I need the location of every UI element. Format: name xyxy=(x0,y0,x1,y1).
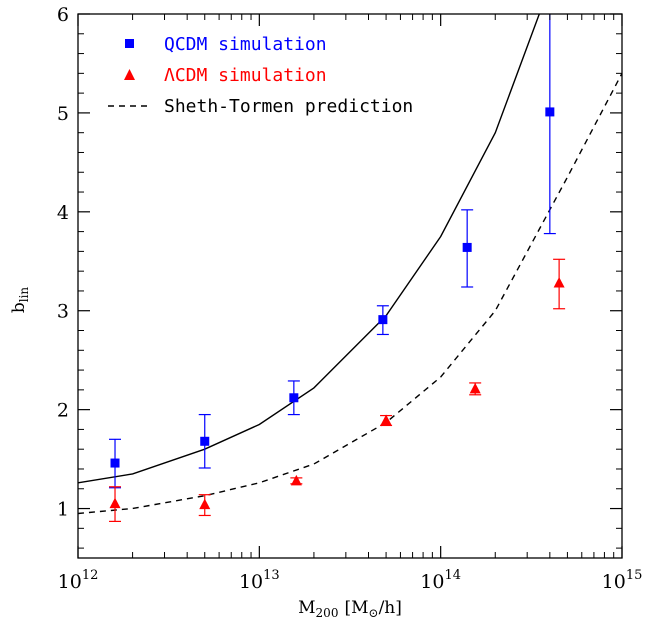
sheth-tormen-dashed-curve xyxy=(78,72,622,515)
lcdm-point xyxy=(290,474,302,486)
legend-label: Sheth-Tormen prediction xyxy=(164,96,413,117)
y-axis-label: blin xyxy=(9,287,31,314)
y-axis-label-main: b xyxy=(9,302,29,313)
legend-label: ΛCDM simulation xyxy=(164,65,327,86)
lcdm-point xyxy=(469,382,481,394)
x-axis-label-unit-sub: ⊙ xyxy=(369,606,379,620)
y-tick-label: 5 xyxy=(57,103,69,125)
lcdm-point xyxy=(109,497,121,509)
x-axis-label: M200 [M⊙/h] xyxy=(298,598,402,620)
x-axis-label-unit: [M xyxy=(344,598,368,618)
qcdm-point xyxy=(462,242,472,252)
legend: QCDM simulation ΛCDM simulation Sheth-Torm… xyxy=(108,34,413,117)
qcdm-point xyxy=(289,393,299,403)
x-tick-label: 1012 xyxy=(58,568,99,593)
plot-frame xyxy=(77,13,623,559)
qcdm-point xyxy=(545,107,555,117)
qcdm-point xyxy=(200,436,210,446)
sheth-tormen-solid-curve xyxy=(78,14,540,484)
legend-square-marker xyxy=(125,39,134,48)
plot-border xyxy=(77,13,623,559)
y-tick-label: 4 xyxy=(57,202,69,224)
y-tick-label: 3 xyxy=(57,301,69,323)
y-tick-label: 2 xyxy=(57,400,69,422)
x-tick-label: 1013 xyxy=(239,568,280,593)
lcdm-point xyxy=(553,277,565,288)
curves-layer xyxy=(78,14,622,515)
y-tick-label: 6 xyxy=(57,4,69,26)
x-axis-label-main: M xyxy=(298,598,315,618)
qcdm-point xyxy=(110,458,120,468)
x-tick-label: 1014 xyxy=(420,568,461,593)
tick-layer: 1 2 3 4 5 6 1012 1013 1014 1015 xyxy=(57,4,642,593)
y-axis-label-sub: lin xyxy=(17,287,31,303)
legend-triangle-marker xyxy=(124,69,135,80)
legend-label: QCDM simulation xyxy=(164,34,327,55)
lcdm-point xyxy=(199,498,211,510)
qcdm-point xyxy=(378,315,388,325)
markers-layer xyxy=(109,107,565,510)
x-axis-label-sub: 200 xyxy=(316,606,339,620)
lcdm-point xyxy=(380,414,392,426)
y-tick-label: 1 xyxy=(57,499,69,521)
x-tick-label: 1015 xyxy=(602,568,643,593)
x-axis-label-unit-tail: /h] xyxy=(379,598,402,618)
